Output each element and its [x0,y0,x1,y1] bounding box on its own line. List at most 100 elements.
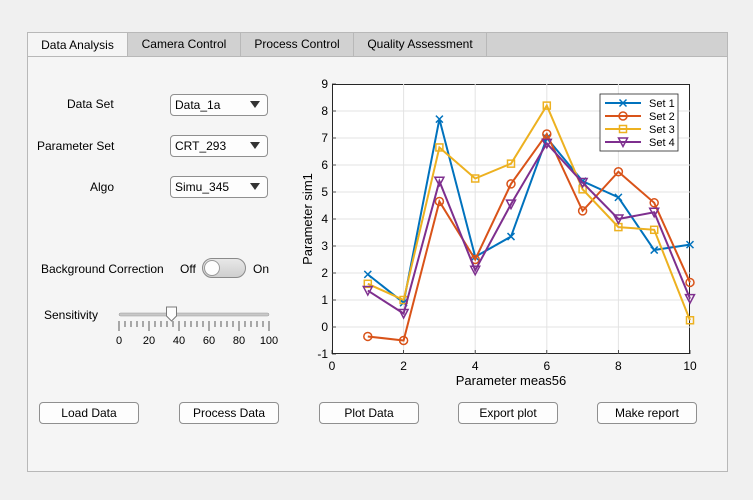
data-point [618,124,628,134]
y-tick-label: 9 [321,77,328,91]
x-tick-label: 10 [683,359,697,373]
data-point [649,225,659,235]
legend-label: Set 4 [649,137,675,149]
data-point [435,115,444,124]
parameter-set-value: CRT_293 [175,139,227,153]
make-report-button[interactable]: Make report [597,402,697,424]
y-tick-label: 4 [321,212,328,226]
data-point [613,167,624,177]
data-point [685,240,695,249]
toggle-off-label: Off [180,262,196,276]
data-point [618,98,628,108]
y-tick-label: 0 [321,320,328,334]
slider-tick-label: 0 [116,335,122,347]
load-data-button[interactable]: Load Data [39,402,139,424]
line-chart: -1 0 1 2 3 4 5 6 7 8 9 0 2 4 6 8 10 Para… [300,77,697,388]
y-tick-label: 7 [321,131,328,145]
slider-tick-label: 20 [143,335,155,347]
data-point [506,159,516,168]
parameter-set-dropdown[interactable]: CRT_293 [170,135,268,157]
series-layer [362,101,696,346]
data-set-label: Data Set [67,97,114,111]
slider-thumb[interactable] [166,306,177,322]
y-tick-labels: -1 0 1 2 3 4 5 6 7 8 9 [317,77,328,361]
x-tick-label: 4 [472,359,479,373]
slider-track[interactable] [118,312,270,317]
chevron-down-icon [250,142,260,149]
data-point [542,101,552,110]
export-plot-button[interactable]: Export plot [458,402,558,424]
tab-data-analysis[interactable]: Data Analysis [27,32,128,57]
process-data-button[interactable]: Process Data [179,402,279,424]
sensitivity-label: Sensitivity [44,308,99,322]
algo-value: Simu_345 [175,180,230,194]
series-line [367,103,691,321]
x-tick-label: 6 [543,359,550,373]
algo-dropdown[interactable]: Simu_345 [170,176,268,198]
x-tick-label: 0 [329,359,336,373]
series-line [367,131,691,342]
data-point [685,316,695,325]
data-point [505,199,517,211]
toggle-on-label: On [253,262,270,276]
data-point [433,176,446,188]
background-correction-switch[interactable] [202,258,246,278]
data-point [541,138,553,150]
slider-tick-label: 80 [233,335,245,347]
data-point [648,207,660,219]
data-point [506,179,516,189]
x-tick-label: 8 [615,359,622,373]
parameter-set-label: Parameter Set [37,139,115,153]
y-tick-label: 5 [321,185,328,199]
series-line [367,141,691,316]
plot-data-button[interactable]: Plot Data [319,402,419,424]
data-point [618,111,628,121]
data-point [614,193,623,202]
x-tick-label: 2 [400,359,407,373]
tab-process-control[interactable]: Process Control [241,32,354,56]
x-axis-label: Parameter meas56 [456,373,567,388]
series-set-3 [363,101,695,325]
tab-bar [27,32,728,56]
sensitivity-slider[interactable]: 0 20 40 60 80 100 [110,304,280,350]
data-point [434,196,445,207]
y-tick-label: 2 [321,266,328,280]
y-tick-label: 8 [321,104,328,118]
data-point [649,198,659,208]
legend-label: Set 3 [649,124,675,136]
data-point [576,177,589,189]
slider-tick-labels: 0 20 40 60 80 100 [116,335,278,347]
series-set-4 [362,138,696,320]
background-correction-label: Background Correction [41,262,164,276]
legend-label: Set 2 [649,111,675,123]
slider-tick-label: 100 [260,335,278,347]
data-point [470,174,480,183]
data-point [398,335,409,346]
y-axis-label: Parameter sim1 [300,173,315,265]
switch-knob[interactable] [204,260,220,276]
data-point [435,143,444,152]
chevron-down-icon [250,183,260,190]
series-line [367,118,691,305]
slider-tick-label: 40 [173,335,185,347]
data-point [542,129,552,139]
tab-camera-control[interactable]: Camera Control [128,32,241,56]
tab-quality-assessment[interactable]: Quality Assessment [354,32,487,56]
data-point [362,285,374,297]
y-tick-label: 6 [321,158,328,172]
data-point [612,214,625,226]
data-point [506,232,516,241]
data-point [397,308,410,320]
data-point [469,265,481,277]
chevron-down-icon [250,101,260,108]
data-point [685,277,695,288]
data-point [577,206,588,216]
y-tick-label: 1 [321,293,328,307]
data-set-dropdown[interactable]: Data_1a [170,94,268,116]
y-tick-label: 3 [321,239,328,253]
data-point [684,293,696,305]
data-point [363,331,373,342]
legend: Set 1 Set 2 Set 3 Set 4 [599,93,679,152]
legend-label: Set 1 [649,98,675,110]
data-set-value: Data_1a [175,98,221,112]
